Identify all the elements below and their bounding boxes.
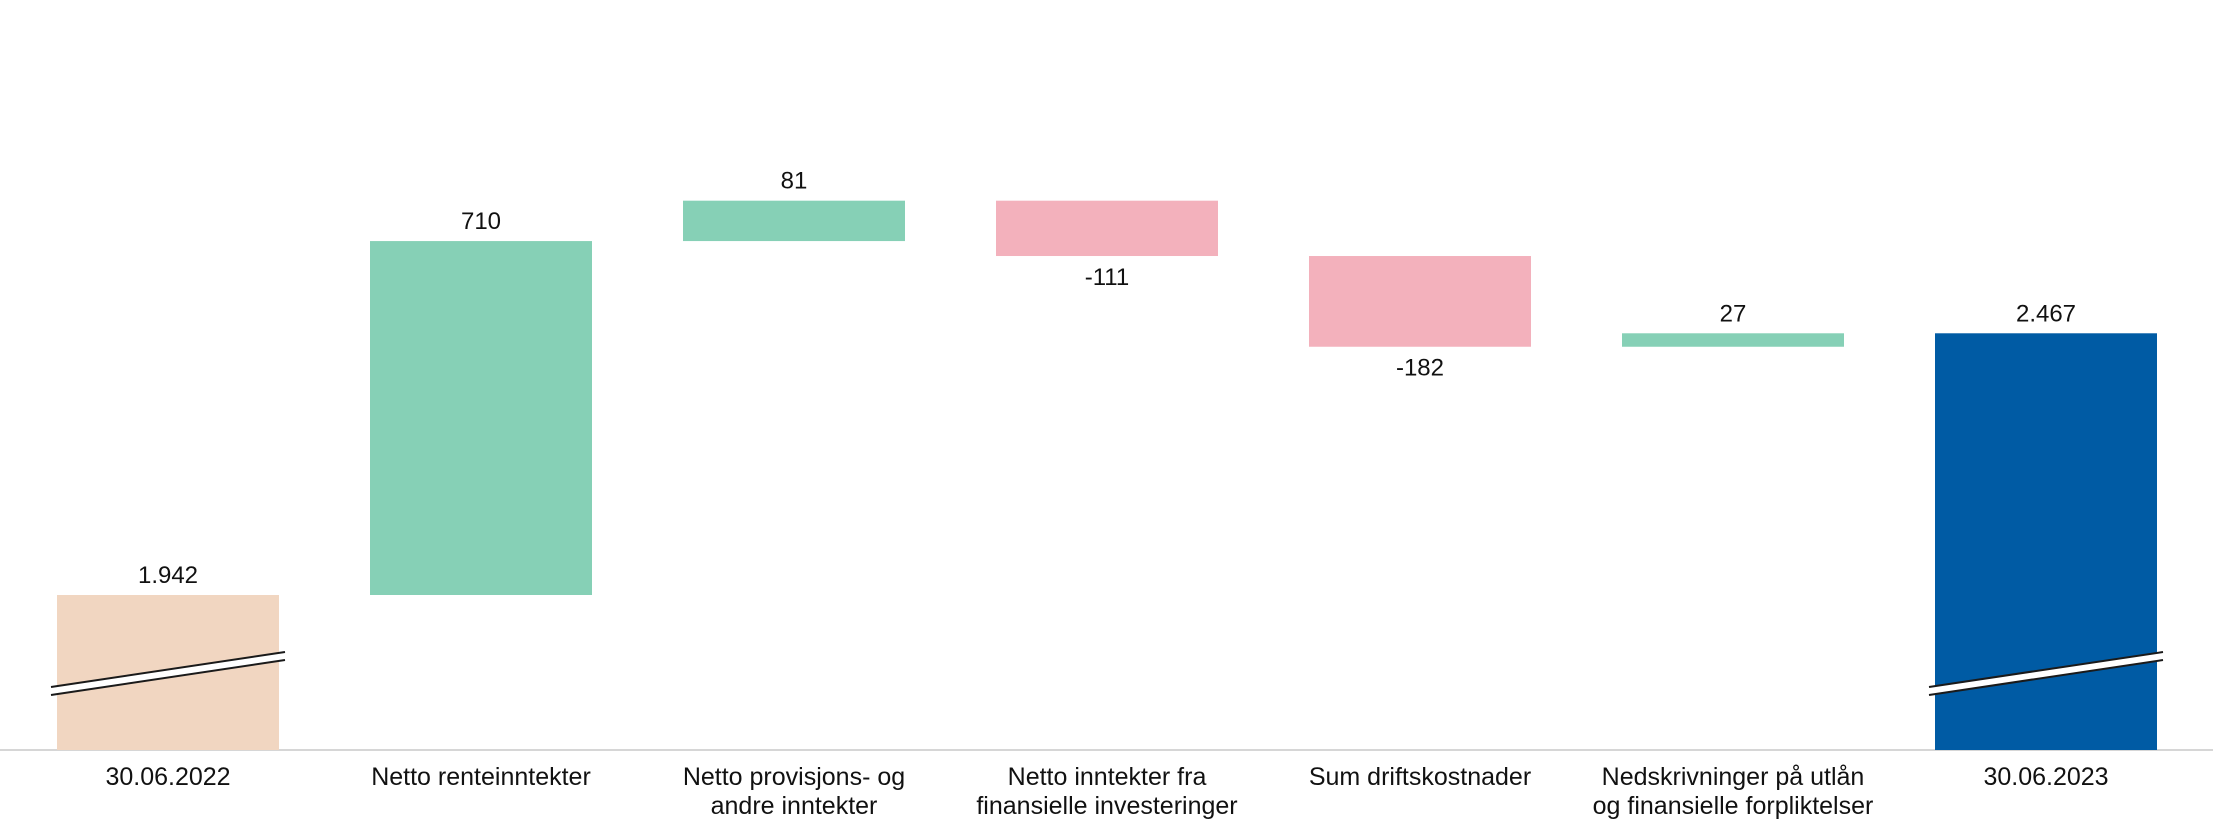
category-label-2: Netto renteinntekter <box>371 763 591 791</box>
category-label-3-line-1: Netto provisjons- og <box>683 763 905 791</box>
category-label-5: Sum driftskostnader <box>1309 763 1531 791</box>
value-label-1: 1.942 <box>138 562 198 589</box>
value-label-5: -182 <box>1396 355 1444 382</box>
category-label-6-line-2: og finansielle forpliktelser <box>1593 792 1874 819</box>
axis-break-line-lower-7 <box>1928 659 2164 696</box>
category-label-4-line-1: Netto inntekter fra <box>1008 763 1207 791</box>
category-label-6-line-1: Nedskrivninger på utlån <box>1602 763 1865 791</box>
category-label-4-line-2: finansielle investeringer <box>976 792 1237 819</box>
bar-4 <box>996 200 1218 257</box>
axis-break-gap-1 <box>51 652 285 695</box>
bar-5 <box>1309 256 1531 347</box>
category-label-1: 30.06.2022 <box>105 763 230 791</box>
axis-break-line-upper-1 <box>50 651 286 688</box>
bar-3 <box>683 200 905 242</box>
value-label-6: 27 <box>1720 300 1747 327</box>
axis-break-line-upper-7 <box>1928 651 2164 688</box>
category-label-7: 30.06.2023 <box>1983 763 2108 791</box>
value-label-7: 2.467 <box>2016 300 2076 327</box>
category-label-3-line-2: andre inntekter <box>711 792 878 819</box>
axis-break-gap-7 <box>1929 652 2163 695</box>
bar-6 <box>1622 333 1844 347</box>
value-label-4: -111 <box>1085 264 1129 291</box>
axis-break-line-lower-1 <box>50 659 286 696</box>
bar-2 <box>370 241 592 595</box>
value-label-2: 710 <box>461 208 501 235</box>
value-label-3: 81 <box>781 168 808 195</box>
